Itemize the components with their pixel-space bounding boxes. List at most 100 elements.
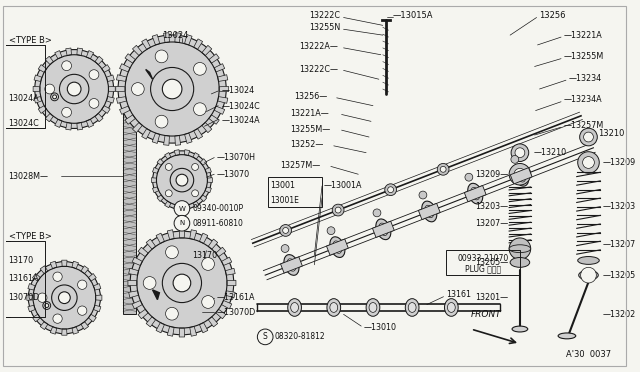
Polygon shape bbox=[152, 133, 160, 144]
Circle shape bbox=[52, 95, 56, 99]
Polygon shape bbox=[33, 314, 40, 322]
Polygon shape bbox=[95, 113, 103, 122]
Circle shape bbox=[176, 174, 188, 186]
Polygon shape bbox=[123, 64, 136, 314]
Circle shape bbox=[191, 190, 198, 197]
Polygon shape bbox=[193, 201, 199, 208]
Polygon shape bbox=[156, 233, 164, 243]
Polygon shape bbox=[202, 45, 212, 55]
Ellipse shape bbox=[291, 302, 298, 312]
Circle shape bbox=[155, 50, 168, 63]
Text: 13170: 13170 bbox=[8, 256, 34, 265]
Polygon shape bbox=[221, 257, 232, 266]
Polygon shape bbox=[77, 122, 83, 130]
Polygon shape bbox=[141, 129, 150, 139]
Polygon shape bbox=[102, 106, 110, 113]
Text: —13234A: —13234A bbox=[564, 95, 603, 104]
Circle shape bbox=[335, 207, 341, 213]
Polygon shape bbox=[129, 291, 138, 298]
Polygon shape bbox=[205, 187, 211, 193]
Circle shape bbox=[163, 263, 202, 302]
Polygon shape bbox=[205, 167, 211, 173]
Circle shape bbox=[202, 296, 214, 308]
Polygon shape bbox=[95, 56, 103, 65]
Circle shape bbox=[67, 82, 81, 96]
Polygon shape bbox=[120, 106, 130, 114]
Circle shape bbox=[281, 245, 289, 253]
Polygon shape bbox=[174, 150, 179, 155]
Ellipse shape bbox=[558, 333, 576, 339]
Polygon shape bbox=[157, 195, 164, 202]
Text: —13024: —13024 bbox=[221, 86, 254, 96]
Polygon shape bbox=[81, 322, 88, 330]
Polygon shape bbox=[179, 229, 185, 238]
Ellipse shape bbox=[366, 299, 380, 316]
Polygon shape bbox=[132, 257, 142, 266]
Text: 13221A—: 13221A— bbox=[290, 109, 328, 118]
Polygon shape bbox=[208, 239, 218, 249]
Polygon shape bbox=[93, 305, 101, 312]
Circle shape bbox=[327, 227, 335, 235]
Circle shape bbox=[193, 62, 206, 75]
Ellipse shape bbox=[444, 299, 458, 316]
Polygon shape bbox=[40, 266, 48, 274]
Polygon shape bbox=[221, 301, 232, 309]
Polygon shape bbox=[141, 39, 150, 49]
Polygon shape bbox=[194, 129, 203, 139]
Polygon shape bbox=[88, 314, 96, 322]
Text: 13252—: 13252— bbox=[290, 140, 323, 149]
Polygon shape bbox=[33, 273, 40, 281]
Polygon shape bbox=[207, 178, 212, 183]
Circle shape bbox=[511, 144, 529, 161]
Polygon shape bbox=[61, 260, 67, 266]
Text: 00933-21070: 00933-21070 bbox=[458, 254, 509, 263]
Circle shape bbox=[514, 169, 526, 180]
Circle shape bbox=[193, 103, 206, 116]
Circle shape bbox=[89, 99, 99, 108]
Text: 13255N: 13255N bbox=[309, 23, 340, 32]
Text: —13070D: —13070D bbox=[216, 308, 255, 317]
Polygon shape bbox=[200, 233, 208, 243]
Polygon shape bbox=[34, 75, 42, 81]
Circle shape bbox=[280, 225, 291, 236]
Polygon shape bbox=[216, 247, 226, 257]
Text: 13161A: 13161A bbox=[8, 273, 39, 283]
Polygon shape bbox=[132, 301, 142, 309]
Polygon shape bbox=[152, 290, 159, 299]
Polygon shape bbox=[157, 159, 164, 165]
Polygon shape bbox=[465, 186, 486, 202]
Polygon shape bbox=[202, 122, 212, 133]
Polygon shape bbox=[152, 35, 160, 45]
Text: —13221A: —13221A bbox=[564, 31, 603, 40]
Circle shape bbox=[388, 187, 394, 193]
Polygon shape bbox=[193, 153, 199, 159]
Ellipse shape bbox=[369, 302, 377, 312]
Circle shape bbox=[28, 262, 100, 334]
Text: <TYPE B>: <TYPE B> bbox=[8, 36, 51, 45]
Polygon shape bbox=[184, 205, 189, 211]
Text: —13001A: —13001A bbox=[324, 182, 362, 190]
Polygon shape bbox=[138, 309, 148, 319]
Polygon shape bbox=[216, 309, 226, 319]
Polygon shape bbox=[189, 326, 196, 336]
Ellipse shape bbox=[516, 170, 525, 182]
Circle shape bbox=[385, 184, 397, 196]
Polygon shape bbox=[116, 86, 125, 92]
Circle shape bbox=[174, 201, 190, 217]
Polygon shape bbox=[116, 75, 127, 81]
Text: —13015A: —13015A bbox=[392, 11, 433, 20]
Ellipse shape bbox=[330, 237, 345, 257]
Polygon shape bbox=[326, 239, 348, 255]
Ellipse shape bbox=[376, 219, 391, 240]
Polygon shape bbox=[189, 230, 196, 240]
Circle shape bbox=[61, 108, 72, 117]
Ellipse shape bbox=[512, 326, 528, 332]
Text: 13001E: 13001E bbox=[270, 196, 299, 205]
Circle shape bbox=[166, 307, 179, 320]
Circle shape bbox=[170, 169, 194, 192]
Circle shape bbox=[332, 204, 344, 216]
Text: PLUG プラグ: PLUG プラグ bbox=[465, 264, 501, 273]
Polygon shape bbox=[54, 51, 62, 59]
Ellipse shape bbox=[284, 254, 299, 275]
Circle shape bbox=[130, 231, 234, 335]
